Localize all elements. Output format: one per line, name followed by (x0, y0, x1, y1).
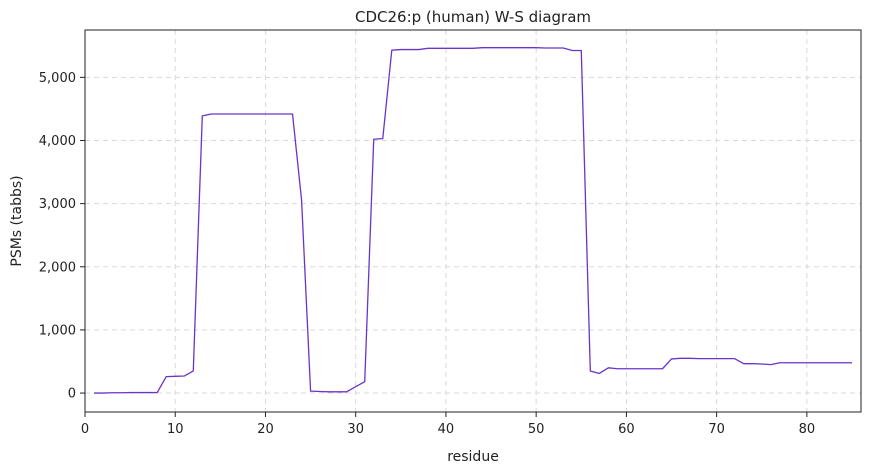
y-axis: 0 1,000 2,000 3,000 4,000 5,000 (39, 71, 85, 402)
y-axis-label: PSMs (tabbs) (9, 175, 25, 266)
y-tick-label: 3,000 (39, 197, 76, 212)
series-line (94, 47, 852, 394)
x-tick-label: 30 (347, 422, 364, 437)
grid-lines (84, 30, 861, 412)
y-tick-label: 0 (68, 387, 76, 402)
y-tick-label: 1,000 (39, 323, 76, 338)
y-tick-label: 2,000 (39, 260, 76, 275)
plot-frame (84, 29, 862, 413)
y-tick-label: 4,000 (39, 134, 76, 149)
x-axis: 0 10 20 30 40 50 60 70 80 (81, 412, 815, 437)
x-tick-label: 80 (799, 422, 816, 437)
x-tick-label: 0 (81, 422, 89, 437)
y-tick-label: 5,000 (39, 71, 76, 86)
x-tick-label: 10 (167, 422, 184, 437)
x-tick-label: 40 (438, 422, 455, 437)
x-tick-label: 20 (257, 422, 274, 437)
x-tick-label: 60 (618, 422, 635, 437)
series-group (94, 47, 852, 394)
x-tick-label: 50 (528, 422, 545, 437)
x-tick-label: 70 (708, 422, 725, 437)
chart-title: CDC26:p (human) W-S diagram (355, 8, 591, 26)
x-axis-label: residue (447, 449, 499, 465)
